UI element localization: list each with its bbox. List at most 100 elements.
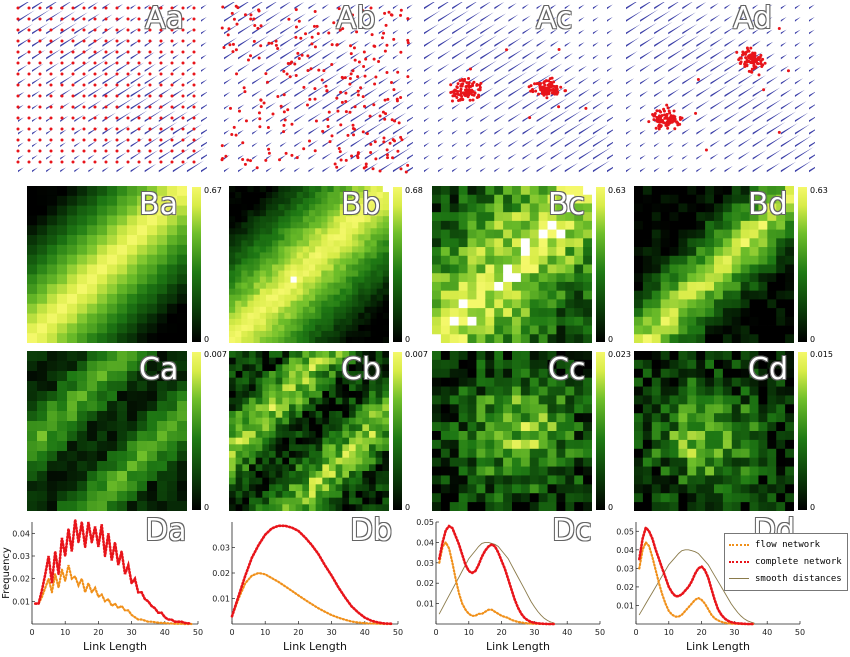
heat-cell (547, 255, 557, 265)
heat-cell (315, 216, 322, 223)
point-mark (137, 127, 141, 131)
heat-cell (740, 431, 750, 441)
heat-cell (127, 381, 138, 392)
heat-cell (235, 264, 242, 271)
heat-cell (651, 186, 662, 196)
heat-cell (321, 234, 328, 241)
point-mark (49, 94, 53, 98)
heat-cell (255, 371, 263, 379)
heat-cell (265, 234, 273, 241)
heat-cell (538, 377, 548, 387)
heat-cell (177, 461, 188, 472)
arrow-mark (294, 86, 310, 97)
heat-cell (290, 240, 298, 247)
heat-cell (137, 215, 148, 226)
arrow-mark (46, 76, 58, 85)
heat-cell (315, 491, 323, 499)
heat-cell (241, 276, 248, 284)
heat-cell (262, 457, 270, 465)
heat-cell (147, 215, 158, 226)
heat-cell (177, 205, 188, 216)
point-mark (16, 17, 20, 21)
heat-cell (37, 381, 48, 392)
point-mark (126, 39, 130, 43)
heat-cell (503, 439, 513, 450)
heat-cell (229, 258, 236, 265)
arrow-mark (224, 129, 230, 135)
point-mark (539, 81, 543, 85)
heat-cell (265, 306, 273, 314)
heat-cell (705, 493, 715, 503)
heat-cell (547, 368, 557, 379)
heat-cell (247, 246, 255, 253)
heat-cell (309, 264, 316, 271)
arrow-mark (494, 13, 507, 22)
heat-cell (107, 254, 118, 265)
point-mark (115, 127, 119, 131)
heat-cell (27, 421, 38, 432)
heat-cell (242, 351, 250, 359)
heat-cell (290, 300, 298, 308)
heat-cell (449, 377, 460, 387)
heat-cell (265, 186, 273, 193)
heat-cell (634, 203, 644, 213)
heat-cell (467, 273, 477, 283)
arrow-mark (116, 84, 136, 97)
arrow-mark (280, 128, 289, 135)
heat-cell (352, 300, 359, 308)
point-mark (71, 94, 75, 98)
point-mark (349, 44, 353, 48)
heat-cell (290, 204, 298, 211)
heat-cell (758, 439, 768, 450)
point-mark (60, 17, 64, 21)
arrow-mark (74, 23, 90, 35)
point-mark (321, 129, 325, 133)
point-mark (232, 17, 236, 21)
arrow-mark (116, 38, 129, 47)
heat-cell (503, 255, 513, 265)
arrow-mark (752, 86, 768, 97)
heat-cell (265, 240, 273, 247)
heat-cell (678, 247, 688, 257)
heat-cell (503, 220, 513, 231)
heat-cell (309, 234, 316, 241)
heat-cell (382, 276, 390, 284)
arrow-mark (266, 11, 282, 22)
point-mark (545, 96, 549, 100)
heat-cell (87, 293, 98, 305)
point-mark (27, 39, 31, 43)
point-mark (126, 72, 130, 76)
arrow-mark (280, 73, 296, 85)
heat-cell (107, 451, 118, 462)
heat-cell (705, 502, 715, 512)
heat-cell (278, 336, 285, 344)
point-mark (459, 87, 463, 91)
heat-cell (547, 299, 557, 309)
point-mark (181, 72, 185, 76)
heat-cell (315, 437, 323, 445)
heat-cell (749, 404, 759, 414)
heat-cell (370, 312, 378, 320)
heat-cell (315, 417, 323, 425)
arrow-mark (438, 9, 457, 22)
arrow-mark (350, 97, 368, 110)
point-mark (399, 167, 403, 171)
arrow-mark (294, 140, 303, 148)
point-mark (49, 83, 53, 87)
heat-cell (574, 475, 584, 485)
point-mark (221, 156, 225, 160)
heat-cell (714, 359, 724, 370)
heat-cell (583, 431, 593, 441)
heat-cell (362, 357, 370, 365)
heat-cell (512, 273, 522, 283)
point-mark (104, 83, 108, 87)
heat-cell (520, 502, 531, 512)
heat-cell (776, 404, 786, 414)
heat-cell (696, 475, 706, 485)
heat-cell (574, 466, 584, 476)
heat-cell (27, 441, 38, 452)
arrow-mark (130, 137, 145, 148)
heat-cell (127, 254, 138, 265)
heat-cell (449, 457, 460, 467)
heat-cell (485, 308, 495, 318)
